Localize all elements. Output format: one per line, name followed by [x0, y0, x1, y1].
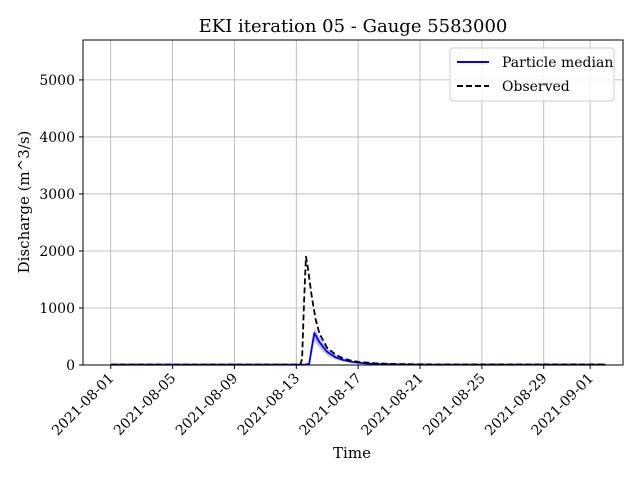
- y-axis-label: Discharge (m^3/s): [15, 131, 33, 274]
- series-lines: [110, 255, 606, 366]
- y-tick-label: 3000: [39, 187, 75, 203]
- x-tick-label: 2021-08-21: [358, 371, 426, 439]
- observed-line: [110, 255, 606, 366]
- legend: Particle median Observed: [449, 47, 615, 102]
- x-tick-label: 2021-08-25: [420, 371, 488, 439]
- y-tick-label: 5000: [39, 73, 75, 89]
- x-tick-label: 2021-08-09: [173, 371, 241, 439]
- x-tick-label: 2021-08-17: [297, 371, 365, 439]
- axis-ticks: 2021-08-012021-08-052021-08-092021-08-13…: [39, 73, 597, 439]
- legend-label-observed: Observed: [502, 79, 570, 95]
- y-tick-label: 0: [66, 358, 75, 374]
- x-tick-label: 2021-08-13: [235, 371, 303, 439]
- legend-box: [449, 47, 615, 102]
- chart-title: EKI iteration 05 - Gauge 5583000: [199, 16, 508, 37]
- x-tick-label: 2021-08-01: [49, 371, 117, 439]
- y-tick-label: 1000: [39, 301, 75, 317]
- plot-frame: [82, 39, 624, 366]
- y-tick-label: 4000: [39, 130, 75, 146]
- x-tick-label: 2021-08-05: [111, 371, 179, 439]
- legend-label-particle-median: Particle median: [502, 55, 613, 71]
- x-axis-label: Time: [333, 444, 371, 462]
- y-tick-label: 2000: [39, 244, 75, 260]
